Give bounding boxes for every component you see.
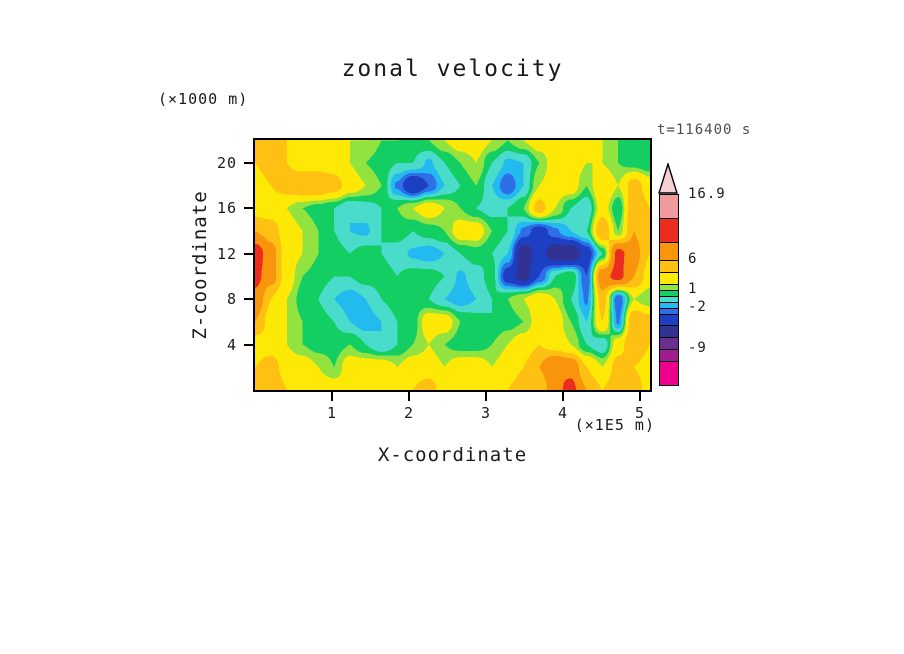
colorbar-tick-label: 16.9 bbox=[688, 186, 726, 202]
colorbar-segment bbox=[660, 325, 678, 338]
time-stamp-label: t=116400 s bbox=[657, 122, 752, 138]
plot-frame bbox=[253, 138, 652, 392]
x-tick-label: 3 bbox=[480, 404, 491, 422]
z-tick-label: 20 bbox=[216, 153, 237, 172]
colorbar-segment bbox=[660, 289, 678, 296]
x-tick-label: 5 bbox=[634, 404, 645, 422]
heatmap-canvas bbox=[255, 140, 650, 390]
colorbar-overflow-arrow-icon bbox=[658, 161, 678, 194]
z-tick-mark bbox=[244, 161, 253, 164]
z-tick-label: 16 bbox=[216, 199, 237, 218]
colorbar-segment bbox=[660, 307, 678, 314]
x-tick-mark bbox=[484, 392, 487, 401]
colorbar-segment bbox=[660, 337, 678, 350]
z-tick-mark bbox=[244, 252, 253, 255]
x-axis-unit-label: (×1E5 m) bbox=[574, 416, 655, 434]
colorbar-segment bbox=[660, 259, 678, 272]
x-tick-mark bbox=[561, 392, 564, 401]
x-tick-label: 2 bbox=[403, 404, 414, 422]
colorbar-segment bbox=[660, 283, 678, 290]
colorbar-tick-label: -9 bbox=[688, 340, 707, 357]
colorbar-segment bbox=[660, 271, 678, 284]
colorbar-tick-label: 1 bbox=[688, 280, 698, 297]
colorbar bbox=[659, 194, 679, 386]
x-tick-mark bbox=[330, 392, 333, 401]
z-tick-mark bbox=[244, 298, 253, 301]
colorbar-segment bbox=[660, 301, 678, 308]
colorbar-segment bbox=[660, 349, 678, 362]
colorbar-segment bbox=[660, 195, 678, 219]
x-tick-mark bbox=[638, 392, 641, 401]
colorbar-segment bbox=[660, 361, 678, 385]
colorbar-segment bbox=[660, 313, 678, 326]
z-tick-mark bbox=[244, 207, 253, 210]
colorbar-tick-label: 6 bbox=[688, 250, 698, 267]
colorbar-tick-label: -2 bbox=[688, 298, 707, 315]
colorbar-segment bbox=[660, 295, 678, 302]
x-tick-label: 1 bbox=[326, 404, 337, 422]
x-axis-title: X-coordinate bbox=[377, 444, 528, 466]
chart-title: zonal velocity bbox=[341, 56, 564, 82]
colorbar-segment bbox=[660, 242, 678, 260]
x-tick-label: 4 bbox=[557, 404, 568, 422]
z-tick-label: 12 bbox=[216, 244, 237, 263]
z-tick-label: 4 bbox=[226, 335, 237, 354]
z-axis-unit-label: (×1000 m) bbox=[158, 90, 249, 108]
z-tick-label: 8 bbox=[226, 290, 237, 309]
colorbar-segment bbox=[660, 218, 678, 243]
z-tick-mark bbox=[244, 343, 253, 346]
x-tick-mark bbox=[407, 392, 410, 401]
